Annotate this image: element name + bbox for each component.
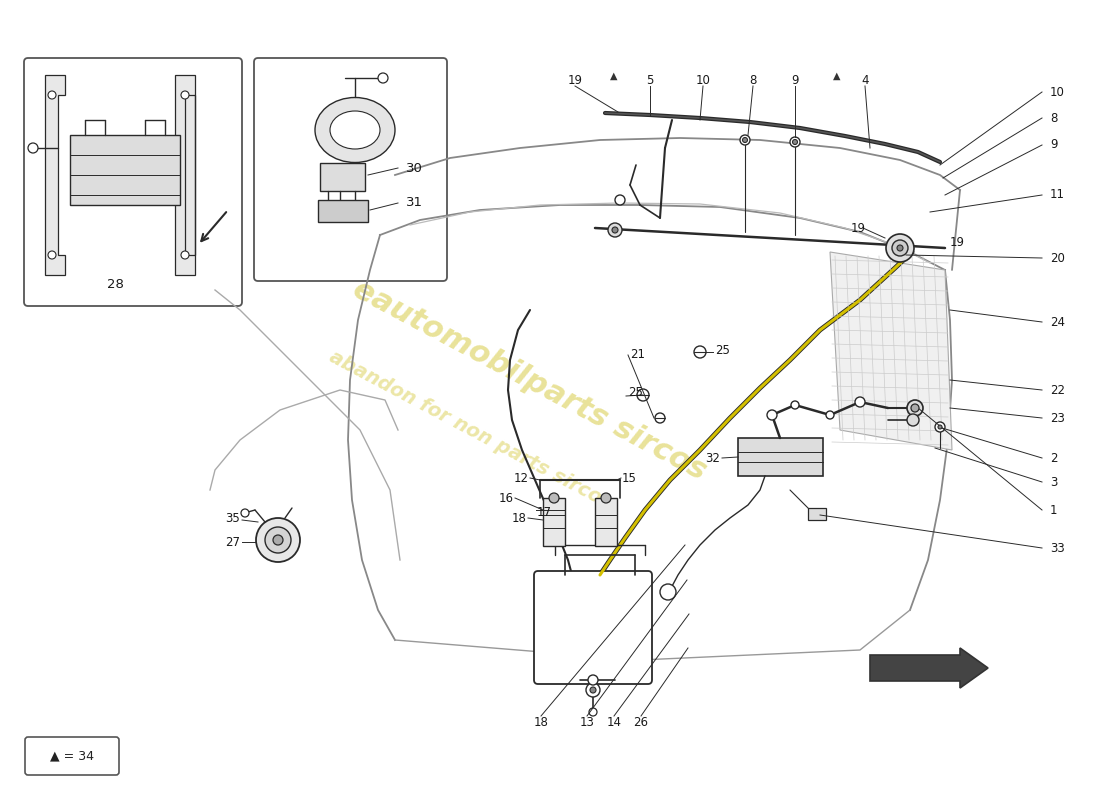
Text: ▲: ▲ <box>834 71 840 81</box>
Circle shape <box>549 493 559 503</box>
Bar <box>543 498 565 546</box>
Circle shape <box>938 425 942 429</box>
Circle shape <box>826 411 834 419</box>
Text: 4: 4 <box>861 74 869 86</box>
Circle shape <box>740 135 750 145</box>
Text: 23: 23 <box>1050 411 1065 425</box>
Circle shape <box>608 223 622 237</box>
Circle shape <box>791 401 799 409</box>
Bar <box>318 200 368 222</box>
Circle shape <box>637 389 649 401</box>
Text: eautomobilparts sircos: eautomobilparts sircos <box>349 274 712 486</box>
Text: 30: 30 <box>406 162 422 174</box>
Text: 32: 32 <box>705 451 720 465</box>
Ellipse shape <box>330 111 380 149</box>
Polygon shape <box>870 648 988 688</box>
Circle shape <box>590 687 596 693</box>
Circle shape <box>256 518 300 562</box>
Circle shape <box>182 251 189 259</box>
Text: ▲ = 34: ▲ = 34 <box>50 750 94 762</box>
Text: 24: 24 <box>1050 315 1065 329</box>
FancyBboxPatch shape <box>534 571 652 684</box>
Circle shape <box>886 234 914 262</box>
Circle shape <box>48 251 56 259</box>
Circle shape <box>660 584 676 600</box>
Circle shape <box>855 397 865 407</box>
Circle shape <box>265 527 292 553</box>
Circle shape <box>654 413 666 423</box>
Text: 10: 10 <box>1050 86 1065 98</box>
Text: 26: 26 <box>634 715 649 729</box>
Circle shape <box>767 410 777 420</box>
Circle shape <box>694 346 706 358</box>
Text: 12: 12 <box>514 471 529 485</box>
Text: 19: 19 <box>850 222 866 234</box>
Circle shape <box>612 227 618 233</box>
Circle shape <box>896 245 903 251</box>
FancyBboxPatch shape <box>25 737 119 775</box>
Circle shape <box>586 683 600 697</box>
Circle shape <box>241 509 249 517</box>
Text: 28: 28 <box>107 278 123 290</box>
Text: 25: 25 <box>628 386 642 399</box>
Circle shape <box>48 91 56 99</box>
Text: 3: 3 <box>1050 475 1057 489</box>
Text: 17: 17 <box>537 506 552 518</box>
Text: 10: 10 <box>695 74 711 86</box>
Text: 19: 19 <box>568 74 583 86</box>
Polygon shape <box>175 75 195 275</box>
Text: 8: 8 <box>749 74 757 86</box>
Text: 33: 33 <box>1050 542 1065 554</box>
Text: 25: 25 <box>715 343 730 357</box>
Text: 18: 18 <box>513 511 527 525</box>
Circle shape <box>790 137 800 147</box>
Circle shape <box>911 404 918 412</box>
Circle shape <box>182 91 189 99</box>
Circle shape <box>892 240 907 256</box>
Bar <box>70 135 180 205</box>
Circle shape <box>378 73 388 83</box>
Circle shape <box>601 493 610 503</box>
FancyBboxPatch shape <box>254 58 447 281</box>
Text: 2: 2 <box>1050 451 1057 465</box>
Text: 8: 8 <box>1050 111 1057 125</box>
Text: 5: 5 <box>647 74 653 86</box>
Circle shape <box>588 708 597 716</box>
Text: 11: 11 <box>1050 189 1065 202</box>
Polygon shape <box>830 252 952 450</box>
Bar <box>738 438 823 476</box>
Circle shape <box>792 139 798 145</box>
Text: 21: 21 <box>630 349 645 362</box>
Text: 20: 20 <box>1050 251 1065 265</box>
Bar <box>808 508 826 520</box>
Text: 27: 27 <box>226 535 240 549</box>
Circle shape <box>935 422 945 432</box>
Bar <box>320 163 365 191</box>
Text: 35: 35 <box>226 511 240 525</box>
Bar <box>595 498 617 546</box>
Polygon shape <box>45 75 65 275</box>
Text: 16: 16 <box>499 491 514 505</box>
Ellipse shape <box>315 98 395 162</box>
Circle shape <box>908 414 918 426</box>
Text: abandon for non parts sircos: abandon for non parts sircos <box>326 347 615 513</box>
Text: 22: 22 <box>1050 383 1065 397</box>
Text: 13: 13 <box>580 715 594 729</box>
Circle shape <box>588 675 598 685</box>
Circle shape <box>615 195 625 205</box>
Text: ▲: ▲ <box>610 71 618 81</box>
Circle shape <box>273 535 283 545</box>
Circle shape <box>908 400 923 416</box>
Text: 19: 19 <box>950 235 965 249</box>
FancyBboxPatch shape <box>24 58 242 306</box>
Text: 18: 18 <box>534 715 549 729</box>
Circle shape <box>742 138 748 142</box>
Text: 9: 9 <box>1050 138 1057 151</box>
Circle shape <box>28 143 38 153</box>
Text: 14: 14 <box>606 715 621 729</box>
Text: 31: 31 <box>406 197 424 210</box>
Text: 9: 9 <box>791 74 799 86</box>
Text: 1: 1 <box>1050 503 1057 517</box>
Text: 15: 15 <box>621 471 637 485</box>
